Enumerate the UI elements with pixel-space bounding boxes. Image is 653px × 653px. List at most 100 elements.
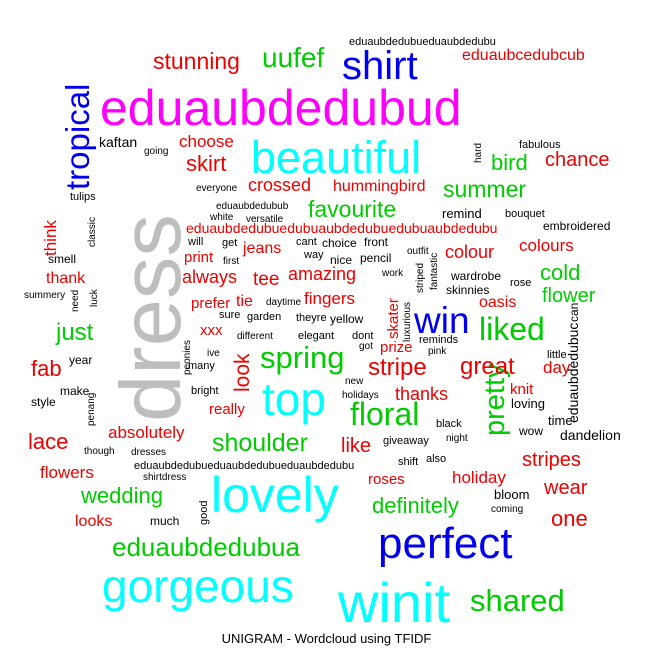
word-just: just [55, 319, 94, 346]
word-got: got [359, 341, 373, 352]
word-different: different [237, 331, 273, 342]
word-colours: colours [519, 236, 574, 255]
word-always: always [182, 267, 237, 287]
word-pretty: pretty [479, 363, 511, 436]
word-floral: floral [350, 396, 419, 432]
word-nice: nice [330, 253, 352, 267]
word-fingers: fingers [304, 289, 355, 308]
word-dresses: dresses [131, 447, 166, 458]
word-fabulous: fabulous [519, 139, 561, 151]
word-eduaubcedubcub: eduaubcedubcub [462, 47, 585, 64]
word-thank: thank [46, 270, 86, 287]
word-bouquet: bouquet [505, 208, 545, 220]
word-tropical: tropical [59, 84, 96, 190]
word-versatile: versatile [246, 214, 284, 225]
word-winit: winit [337, 571, 450, 634]
word-bird: bird [491, 150, 528, 175]
word-bloom: bloom [494, 487, 529, 502]
word-shared: shared [470, 583, 565, 618]
word-white: white [209, 212, 234, 223]
word-outfit: outfit [407, 246, 429, 257]
word-hummingbird: hummingbird [333, 178, 425, 195]
word-favourite: favourite [308, 196, 396, 222]
word-wear: wear [543, 477, 588, 499]
word-hard: hard [473, 143, 484, 163]
word-chance: chance [545, 149, 610, 171]
word-lace: lace [28, 429, 68, 454]
word-eduaubdedubub: eduaubdedubub [216, 201, 289, 212]
word-eduaubdedubueduaubdedubueduaubdedubu: eduaubdedubueduaubdedubueduaubdedubu [134, 460, 354, 472]
word-striped: striped [415, 263, 426, 293]
word-look: look [231, 353, 254, 392]
word-can: can [567, 303, 581, 322]
word-yellow: yellow [330, 312, 364, 326]
word-roses: roses [368, 471, 405, 488]
word-day: day [543, 358, 571, 377]
word-really: really [209, 401, 245, 418]
word-shoulder: shoulder [212, 429, 308, 457]
word-holidays: holidays [342, 390, 379, 401]
word-like: like [341, 435, 371, 457]
word-sure: sure [219, 309, 240, 321]
word-knit: knit [510, 381, 534, 398]
word-skinnies: skinnies [446, 283, 489, 297]
word-embroidered: embroidered [543, 219, 610, 233]
word-theyre: theyre [296, 312, 327, 324]
word-cant: cant [296, 236, 317, 248]
word-classic: classic [87, 217, 98, 247]
word-luck: luck [89, 288, 100, 307]
word-coming: coming [491, 504, 523, 515]
word-beautiful: beautiful [251, 132, 421, 183]
word-looks: looks [75, 513, 112, 530]
word-top: top [262, 373, 326, 425]
word-pencil: pencil [360, 251, 391, 265]
word-eduaubdedubuc: eduaubdedubuc [565, 323, 581, 423]
word-eduaubdedubud: eduaubdedubud [100, 80, 462, 136]
word-gorgeous: gorgeous [102, 560, 294, 612]
word-reminds: reminds [419, 334, 459, 346]
word-wedding: wedding [80, 483, 163, 508]
word-also: also [426, 453, 446, 465]
word-front: front [364, 235, 389, 249]
word-skirt: skirt [186, 151, 226, 176]
word-perfect: perfect [378, 519, 513, 568]
chart-caption: UNIGRAM - Wordcloud using TFIDF [221, 631, 432, 646]
word-year: year [69, 353, 92, 367]
word-print: print [184, 249, 214, 266]
word-shirt: shirt [342, 44, 418, 88]
word-dress: dress [104, 214, 199, 422]
word-jeans: jeans [242, 240, 281, 257]
word-bright: bright [191, 385, 219, 397]
word-daytime: daytime [266, 297, 301, 308]
word-tie: tie [236, 293, 253, 310]
word-crossed: crossed [248, 175, 311, 195]
word-wardrobe: wardrobe [450, 269, 501, 283]
word-many: many [188, 360, 215, 372]
word-win: win [413, 300, 470, 341]
word-night: night [446, 433, 468, 444]
word-eduaubdedubua: eduaubdedubua [112, 532, 301, 562]
word-get: get [222, 237, 237, 249]
word-ive: ive [207, 348, 220, 359]
word-choose: choose [179, 132, 234, 151]
word-make: make [60, 384, 90, 398]
word-tulips: tulips [70, 191, 96, 203]
word-new: new [345, 376, 364, 387]
word-kaftan: kaftan [99, 134, 137, 150]
word-giveaway: giveaway [383, 435, 429, 447]
word-stunning: stunning [153, 48, 240, 74]
word-dont: dont [352, 330, 373, 342]
word-flower: flower [542, 285, 596, 307]
word-need: need [70, 290, 81, 312]
word-uufef: uufef [262, 42, 324, 73]
word-prize: prize [380, 339, 413, 356]
word-elegant: elegant [298, 330, 334, 342]
word-pink: pink [428, 346, 447, 357]
word-stripes: stripes [522, 449, 581, 471]
word-dandelion: dandelion [560, 427, 621, 443]
word-everyone: everyone [196, 183, 238, 194]
word-little: little [547, 349, 567, 361]
word-flowers: flowers [40, 463, 94, 482]
word-stripe: stripe [368, 354, 427, 381]
